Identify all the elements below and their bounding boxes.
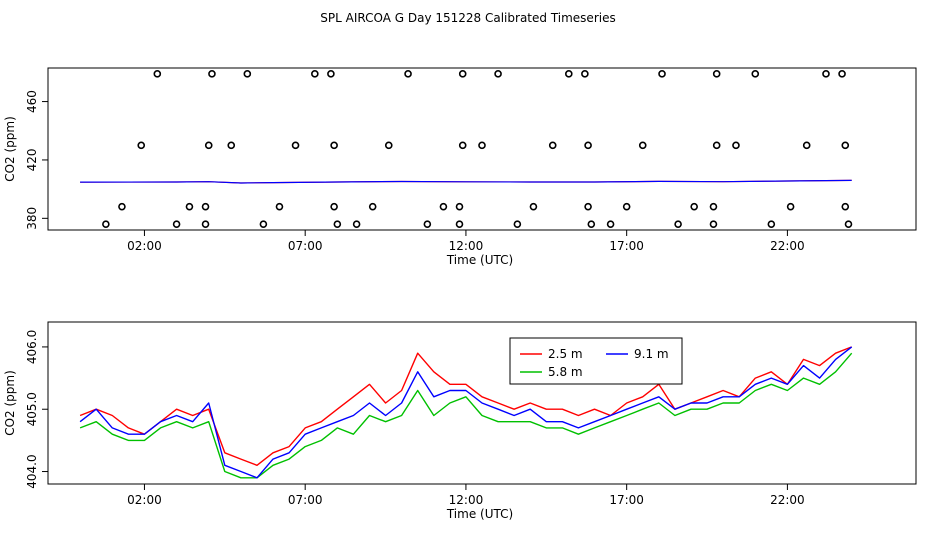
x-tick-label: 02:00: [127, 239, 162, 253]
panel-line: 02:00 07:00 12:00 17:00 22:00 404.0 405.0 406.0…: [3, 321, 917, 521]
plot-area: [79, 346, 853, 479]
data-point: [185, 202, 194, 211]
x-tick-label: 22:00: [770, 239, 805, 253]
data-point: [227, 141, 236, 150]
data-point: [548, 141, 557, 150]
data-point: [606, 220, 615, 228]
data-point: [137, 141, 146, 150]
data-point: [494, 70, 502, 78]
data-point: [622, 202, 631, 211]
y-tick-label: 420: [25, 148, 39, 171]
data-point: [564, 70, 573, 78]
legend-label: 2.5 m: [548, 347, 583, 361]
data-point: [587, 220, 596, 228]
data-point: [204, 141, 213, 150]
legend: 2.5 m 5.8 m 9.1 m: [509, 337, 683, 385]
data-point: [841, 202, 850, 211]
x-tick-label: 02:00: [127, 493, 162, 507]
data-point: [478, 141, 486, 150]
data-point: [709, 202, 718, 211]
data-point: [311, 70, 319, 78]
x-tick-label: 07:00: [288, 239, 323, 253]
series-line-9-1-m: [79, 346, 853, 479]
y-tick-label: 380: [25, 207, 39, 230]
data-point: [638, 141, 647, 150]
data-point: [455, 202, 464, 211]
data-point: [423, 220, 432, 228]
x-tick-label: 22:00: [770, 493, 805, 507]
data-point: [172, 220, 181, 228]
data-point: [439, 202, 448, 211]
data-point: [330, 202, 338, 211]
data-point: [802, 141, 811, 150]
data-point: [118, 202, 126, 211]
data-point: [513, 220, 522, 228]
data-point: [712, 70, 721, 78]
series-line: [80, 179, 852, 184]
y-axis-label: CO2 (ppm): [3, 370, 17, 436]
y-tick-label: 406.0: [25, 330, 39, 364]
data-point: [584, 141, 592, 150]
data-point: [822, 70, 830, 78]
data-point: [709, 220, 718, 228]
data-point: [458, 141, 467, 150]
legend-label: 9.1 m: [634, 347, 669, 361]
data-point: [786, 202, 795, 211]
data-point: [333, 220, 342, 228]
data-point: [208, 70, 216, 78]
y-tick-label: 460: [25, 90, 39, 113]
x-tick-label: 12:00: [449, 239, 484, 253]
data-point: [844, 220, 853, 228]
y-tick-label: 404.0: [25, 454, 39, 488]
data-point: [458, 70, 467, 78]
data-point: [584, 202, 592, 211]
data-point: [384, 141, 393, 150]
data-point: [529, 202, 538, 211]
data-point: [767, 220, 776, 228]
data-point: [838, 70, 846, 78]
data-point: [201, 220, 210, 228]
data-point: [841, 141, 850, 150]
data-point: [243, 70, 252, 78]
y-tick-label: 405.0: [25, 392, 39, 426]
x-tick-label: 17:00: [609, 239, 644, 253]
legend-box: [509, 337, 683, 385]
x-tick-label: 17:00: [609, 493, 644, 507]
data-point: [658, 70, 666, 78]
data-point: [352, 220, 361, 228]
x-axis-label: Time (UTC): [446, 507, 513, 521]
x-tick-label: 07:00: [288, 493, 323, 507]
data-point: [330, 141, 338, 150]
panel-scatter: 02:00 07:00 12:00 17:00 22:00 380 420 460 Time (…: [3, 67, 917, 267]
x-tick-label: 12:00: [449, 493, 484, 507]
plot-frame: [47, 67, 917, 231]
data-point: [581, 70, 589, 78]
data-point: [404, 70, 412, 78]
data-point: [690, 202, 698, 211]
data-point: [259, 220, 268, 228]
data-point: [201, 202, 210, 211]
data-point: [327, 70, 335, 78]
data-point: [712, 141, 721, 150]
data-point: [368, 202, 377, 211]
plot-frame: [47, 321, 917, 485]
data-point: [291, 141, 300, 150]
data-point: [102, 220, 110, 228]
data-point: [275, 202, 284, 211]
figure-title: SPL AIRCOA G Day 151228 Calibrated Times…: [320, 11, 615, 25]
data-point: [751, 70, 760, 78]
series-line-5-8-m: [79, 352, 853, 479]
data-point: [153, 70, 162, 78]
y-axis-label: CO2 (ppm): [3, 116, 17, 182]
series-line-2-5-m: [79, 346, 852, 466]
x-axis-label: Time (UTC): [446, 253, 513, 267]
plot-area: [80, 70, 853, 228]
data-point: [455, 220, 464, 228]
data-point: [674, 220, 682, 228]
data-point: [732, 141, 740, 150]
legend-label: 5.8 m: [548, 365, 583, 379]
